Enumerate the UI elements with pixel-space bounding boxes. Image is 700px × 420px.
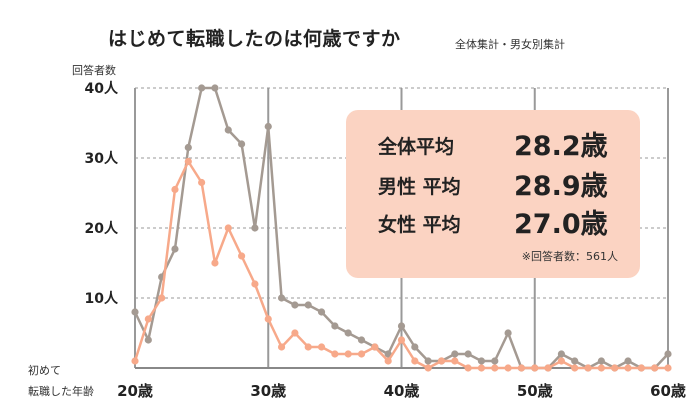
data-point-female <box>651 364 659 372</box>
data-point-female <box>357 350 366 358</box>
data-point-female <box>158 294 166 302</box>
y-tick-label: 30人 <box>85 150 119 167</box>
data-point-female <box>491 364 499 372</box>
data-point-overall <box>504 329 512 337</box>
chart-subtitle: 全体集計・男女別集計 <box>455 38 565 51</box>
data-point-female <box>597 364 605 372</box>
data-point-overall <box>411 343 419 351</box>
data-point-female <box>637 364 645 372</box>
data-point-female <box>198 178 206 187</box>
data-point-female <box>531 364 539 372</box>
data-point-overall <box>424 357 432 365</box>
data-point-female <box>397 336 406 344</box>
data-point-female <box>451 357 459 365</box>
summary-value-overall: 28.2歳 <box>514 131 608 162</box>
data-point-female <box>504 364 512 372</box>
summary-label-female: 女性 平均 <box>378 214 461 236</box>
data-point-female <box>624 364 632 372</box>
x-tick-label: 20歳 <box>117 382 153 400</box>
data-point-female <box>664 364 672 372</box>
data-point-female <box>264 315 272 323</box>
data-point-female <box>184 157 192 166</box>
data-point-overall <box>464 350 472 358</box>
data-point-overall <box>384 350 392 358</box>
data-point-overall <box>491 357 499 365</box>
data-point-female <box>171 185 179 194</box>
data-point-overall <box>238 140 246 148</box>
data-point-overall <box>477 357 486 365</box>
data-point-overall <box>171 245 179 253</box>
summary-value-male: 28.9歳 <box>514 171 608 202</box>
data-point-overall <box>144 336 152 344</box>
summary-label-overall: 全体平均 <box>378 136 455 158</box>
data-point-female <box>611 364 619 372</box>
data-point-overall <box>451 350 459 358</box>
data-point-overall <box>264 122 272 131</box>
data-point-overall <box>331 322 339 330</box>
data-point-female <box>557 357 566 365</box>
data-point-female <box>371 343 379 351</box>
y-tick-label: 40人 <box>85 80 119 97</box>
summary-row-female: 女性 平均 27.0歳 <box>346 202 640 240</box>
data-point-female <box>571 364 579 372</box>
data-point-overall <box>184 143 192 152</box>
data-point-female <box>331 350 339 358</box>
data-point-overall <box>291 301 299 309</box>
data-point-overall <box>597 357 605 365</box>
summary-value-female: 27.0歳 <box>514 209 608 240</box>
summary-row-male: 男性 平均 28.9歳 <box>346 164 640 202</box>
chart-title: はじめて転職したのは何歳ですか <box>108 28 401 50</box>
data-point-female <box>464 364 472 372</box>
data-point-overall <box>357 336 366 344</box>
data-point-female <box>277 343 286 351</box>
data-point-female <box>344 350 352 358</box>
data-point-female <box>211 259 219 267</box>
data-point-overall <box>304 301 312 309</box>
data-point-female <box>304 343 312 351</box>
data-point-overall <box>277 294 286 302</box>
data-point-female <box>224 224 232 232</box>
data-point-overall <box>624 357 632 365</box>
summary-row-overall: 全体平均 28.2歳 <box>346 124 640 162</box>
x-tick-label: 60歳 <box>650 382 686 400</box>
data-point-overall <box>397 322 406 330</box>
data-point-overall <box>557 350 566 358</box>
data-point-overall <box>344 329 352 337</box>
respondent-count: ※回答者数：561人 <box>521 250 618 263</box>
x-tick-label: 30歳 <box>250 382 286 400</box>
x-tick-label: 40歳 <box>384 382 420 400</box>
x-tick-label: 50歳 <box>517 382 553 400</box>
data-point-female <box>411 357 419 365</box>
data-point-female <box>317 343 326 351</box>
x-axis-label: 初めて 転職した年齢 <box>28 364 94 398</box>
data-point-overall <box>211 84 219 92</box>
data-point-female <box>544 364 552 372</box>
data-point-female <box>437 357 446 365</box>
data-point-overall <box>131 308 139 316</box>
data-point-female <box>584 364 592 372</box>
data-point-female <box>131 357 139 365</box>
data-point-female <box>424 364 432 372</box>
data-point-female <box>251 280 259 288</box>
summary-box: 全体平均 28.2歳 男性 平均 28.9歳 女性 平均 27.0歳 ※回答者数… <box>346 110 640 278</box>
data-point-overall <box>664 350 672 358</box>
data-point-overall <box>198 84 206 92</box>
data-point-overall <box>251 224 259 232</box>
data-point-overall <box>571 357 579 365</box>
y-tick-label: 20人 <box>85 220 119 237</box>
summary-label-male: 男性 平均 <box>378 176 461 198</box>
data-point-female <box>144 315 152 323</box>
data-point-female <box>384 357 392 365</box>
data-point-female <box>517 364 526 372</box>
data-point-female <box>477 364 486 372</box>
data-point-overall <box>224 126 232 134</box>
data-point-female <box>238 252 246 260</box>
data-point-overall <box>317 308 326 316</box>
data-point-female <box>291 329 299 337</box>
y-axis-label: 回答者数 <box>72 64 116 77</box>
y-tick-label: 10人 <box>85 290 119 307</box>
